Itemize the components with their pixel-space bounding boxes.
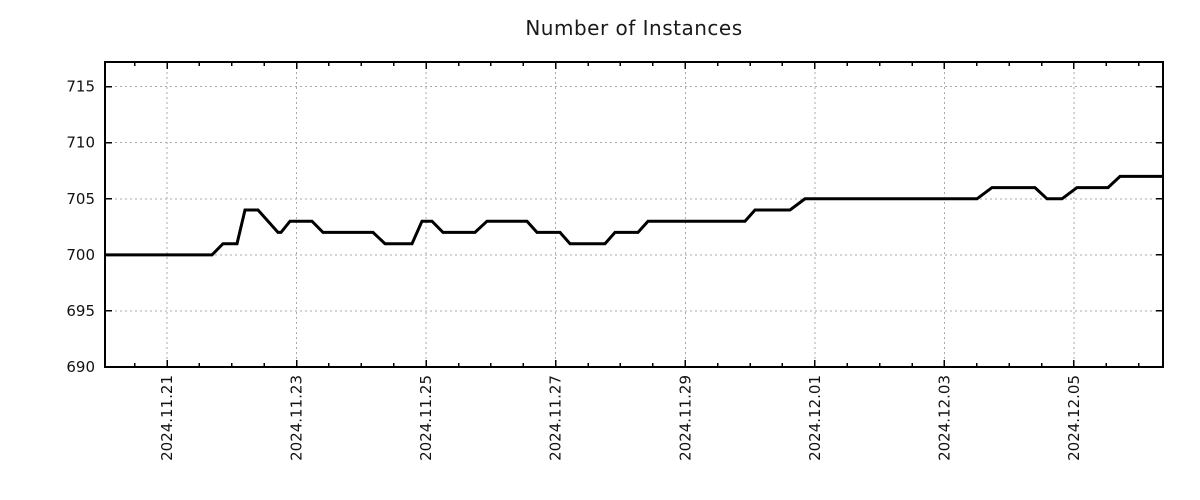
series-line-instances	[105, 174, 1163, 257]
y-tick-label: 705	[66, 190, 95, 208]
x-tick-label: 2024.11.29	[676, 375, 694, 461]
x-tick-label: 2024.11.23	[288, 375, 306, 461]
x-tick-label: 2024.12.01	[806, 375, 824, 461]
chart-title: Number of Instances	[525, 16, 743, 40]
y-tick-label: 710	[66, 134, 95, 152]
x-tick-label: 2024.11.21	[158, 375, 176, 461]
x-tick-label: 2024.12.03	[935, 375, 953, 461]
y-tick-label: 690	[66, 358, 95, 376]
plot-border	[104, 61, 1164, 368]
y-tick-label: 715	[66, 78, 95, 96]
x-tick-label: 2024.11.27	[547, 375, 565, 461]
x-tick-label: 2024.11.25	[417, 375, 435, 461]
y-tick-label: 695	[66, 302, 95, 320]
y-tick-label: 700	[66, 246, 95, 264]
x-tick-label: 2024.12.05	[1065, 375, 1083, 461]
